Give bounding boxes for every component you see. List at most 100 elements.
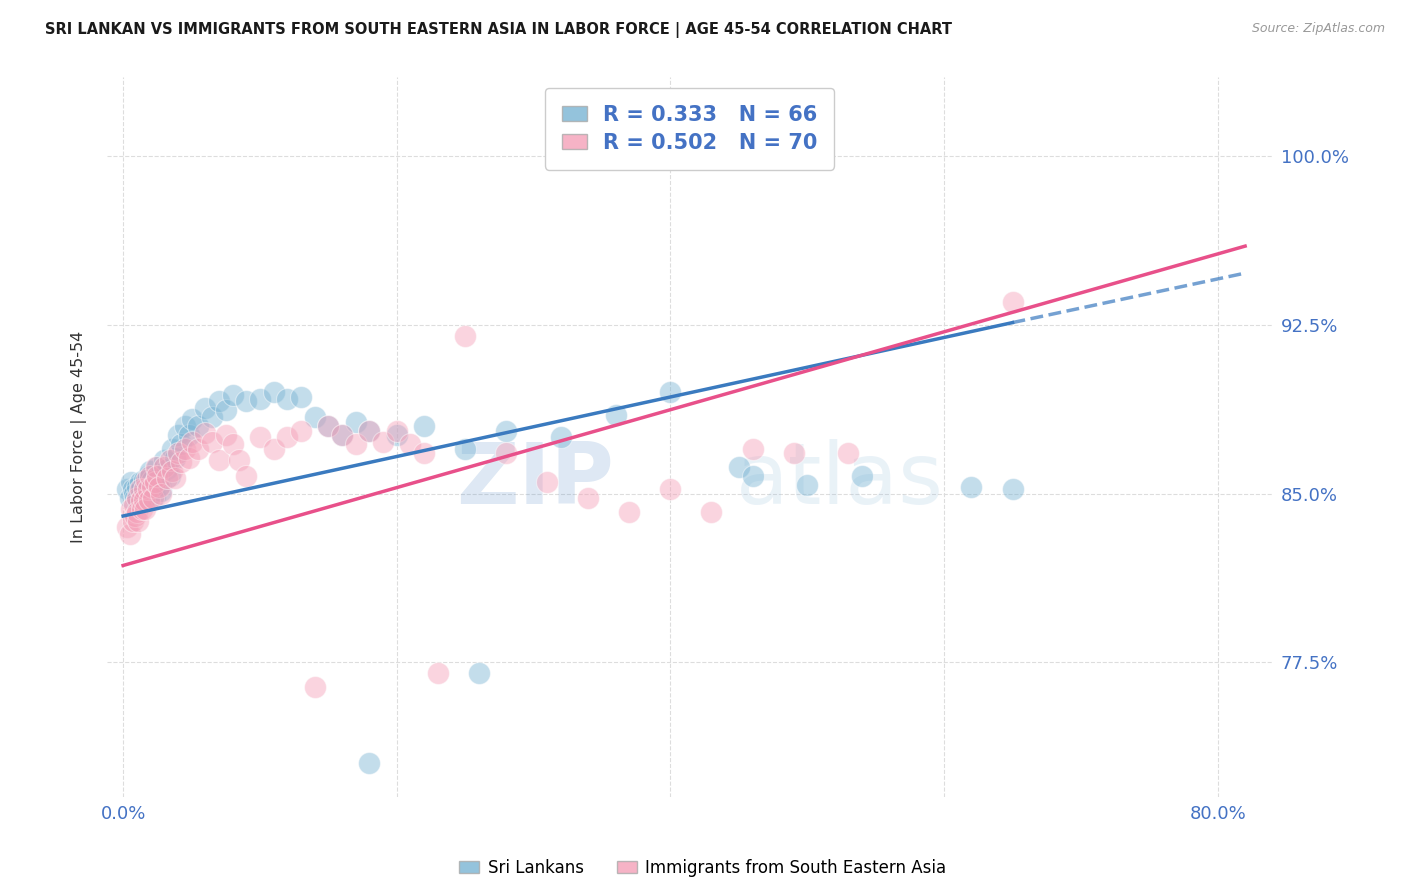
Point xyxy=(132,482,155,496)
Point xyxy=(159,468,181,483)
Point xyxy=(134,502,156,516)
Point xyxy=(141,480,163,494)
Point xyxy=(134,491,156,505)
Point xyxy=(156,471,179,485)
Point xyxy=(837,446,859,460)
Point xyxy=(124,508,146,523)
Point xyxy=(290,424,312,438)
Point xyxy=(138,489,160,503)
Point xyxy=(235,468,257,483)
Point xyxy=(426,666,449,681)
Point xyxy=(148,468,170,483)
Point xyxy=(142,491,165,505)
Point xyxy=(177,428,200,442)
Point xyxy=(180,434,202,449)
Point xyxy=(249,430,271,444)
Point xyxy=(741,442,763,456)
Point xyxy=(125,493,148,508)
Point xyxy=(413,419,436,434)
Point xyxy=(148,480,170,494)
Point xyxy=(180,412,202,426)
Point xyxy=(659,385,682,400)
Point xyxy=(156,462,179,476)
Point xyxy=(165,471,187,485)
Point xyxy=(150,486,173,500)
Point xyxy=(153,459,176,474)
Point xyxy=(139,468,162,483)
Point xyxy=(454,442,477,456)
Point xyxy=(576,491,599,505)
Text: SRI LANKAN VS IMMIGRANTS FROM SOUTH EASTERN ASIA IN LABOR FORCE | AGE 45-54 CORR: SRI LANKAN VS IMMIGRANTS FROM SOUTH EAST… xyxy=(45,22,952,38)
Point xyxy=(318,419,340,434)
Point xyxy=(129,493,152,508)
Point xyxy=(215,403,238,417)
Point xyxy=(290,390,312,404)
Point xyxy=(132,473,155,487)
Point xyxy=(194,401,217,415)
Point xyxy=(127,514,149,528)
Point xyxy=(136,480,159,494)
Point xyxy=(145,459,167,474)
Point xyxy=(344,415,367,429)
Text: Source: ZipAtlas.com: Source: ZipAtlas.com xyxy=(1251,22,1385,36)
Point xyxy=(782,446,804,460)
Point xyxy=(142,482,165,496)
Text: ZIP: ZIP xyxy=(456,439,614,522)
Point xyxy=(304,410,326,425)
Point xyxy=(138,493,160,508)
Point xyxy=(136,482,159,496)
Point xyxy=(550,430,572,444)
Point xyxy=(132,493,155,508)
Point xyxy=(659,482,682,496)
Point xyxy=(128,475,150,490)
Point xyxy=(359,424,381,438)
Point xyxy=(851,468,873,483)
Point xyxy=(136,468,159,483)
Point xyxy=(121,482,143,496)
Point xyxy=(121,514,143,528)
Point xyxy=(120,502,142,516)
Point xyxy=(145,475,167,490)
Point xyxy=(162,442,184,456)
Point xyxy=(371,434,394,449)
Point xyxy=(125,491,148,505)
Point xyxy=(115,520,138,534)
Point xyxy=(131,491,153,505)
Point xyxy=(385,428,408,442)
Point xyxy=(162,464,184,478)
Point xyxy=(605,408,627,422)
Point xyxy=(125,480,148,494)
Point xyxy=(276,430,298,444)
Point xyxy=(468,666,491,681)
Point xyxy=(344,437,367,451)
Point xyxy=(124,491,146,505)
Point xyxy=(1001,482,1024,496)
Point xyxy=(960,480,983,494)
Point xyxy=(131,502,153,516)
Point xyxy=(208,452,231,467)
Point xyxy=(235,394,257,409)
Point xyxy=(228,452,250,467)
Point xyxy=(619,504,641,518)
Text: atlas: atlas xyxy=(737,439,945,522)
Point xyxy=(263,442,285,456)
Point xyxy=(263,385,285,400)
Point xyxy=(169,437,191,451)
Point xyxy=(700,504,723,518)
Point xyxy=(330,428,353,442)
Point xyxy=(330,428,353,442)
Point xyxy=(165,450,187,465)
Point xyxy=(166,428,188,442)
Point xyxy=(495,424,517,438)
Point xyxy=(495,446,517,460)
Point xyxy=(139,464,162,478)
Point xyxy=(413,446,436,460)
Point xyxy=(221,437,243,451)
Point xyxy=(118,527,141,541)
Point xyxy=(208,394,231,409)
Point xyxy=(304,680,326,694)
Point xyxy=(187,442,209,456)
Point xyxy=(741,468,763,483)
Point xyxy=(143,489,166,503)
Y-axis label: In Labor Force | Age 45-54: In Labor Force | Age 45-54 xyxy=(72,331,87,543)
